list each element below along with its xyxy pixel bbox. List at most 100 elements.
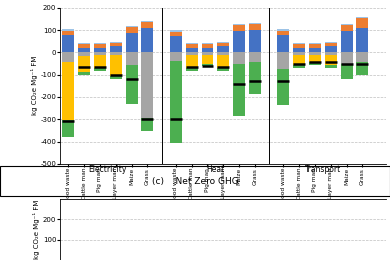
Bar — [249, 23, 261, 24]
Bar — [126, 65, 138, 104]
Bar — [170, 61, 182, 143]
Bar — [309, 44, 321, 48]
Bar — [202, 63, 213, 66]
Y-axis label: kg CO₂e Mg⁻¹ FM: kg CO₂e Mg⁻¹ FM — [30, 56, 37, 115]
Bar — [202, 55, 213, 63]
Bar — [110, 55, 122, 76]
Bar — [293, 48, 305, 52]
Bar — [325, 55, 337, 65]
Bar — [62, 62, 74, 120]
Bar — [233, 31, 245, 52]
Bar — [325, 46, 337, 52]
Bar — [94, 68, 106, 71]
Bar — [309, 55, 321, 62]
Bar — [356, 18, 368, 28]
Bar — [277, 30, 289, 35]
Bar — [126, 52, 138, 65]
Bar — [186, 43, 198, 44]
Bar — [186, 44, 198, 48]
Bar — [340, 24, 353, 25]
Bar — [293, 65, 305, 68]
Bar — [110, 42, 122, 43]
Bar — [62, 52, 74, 62]
Bar — [277, 69, 289, 105]
Bar — [233, 52, 245, 63]
Bar — [325, 43, 337, 46]
Bar — [62, 29, 74, 30]
Bar — [293, 43, 305, 44]
Bar — [110, 76, 122, 79]
Bar — [340, 31, 353, 52]
Bar — [356, 17, 368, 18]
Bar — [217, 46, 229, 52]
Bar — [186, 55, 198, 68]
Bar — [249, 24, 261, 30]
Bar — [78, 43, 90, 44]
Bar — [78, 52, 90, 56]
Bar — [233, 25, 245, 31]
Bar — [356, 28, 368, 52]
Bar — [217, 42, 229, 43]
Bar — [277, 52, 289, 69]
Bar — [217, 55, 229, 68]
Bar — [78, 56, 90, 73]
Bar — [94, 43, 106, 44]
Bar — [356, 62, 368, 75]
Bar — [142, 21, 153, 22]
Bar — [309, 48, 321, 52]
Bar — [340, 25, 353, 31]
Bar — [186, 68, 198, 71]
Bar — [78, 73, 90, 75]
Bar — [170, 32, 182, 36]
Text: (c)    Net Zero GHG: (c) Net Zero GHG — [152, 177, 238, 186]
Bar — [325, 65, 337, 68]
Bar — [78, 48, 90, 52]
Bar — [142, 28, 153, 52]
Bar — [293, 44, 305, 48]
Bar — [110, 43, 122, 46]
Bar — [186, 52, 198, 55]
Bar — [202, 44, 213, 48]
Bar — [325, 42, 337, 43]
Bar — [309, 52, 321, 55]
Bar — [94, 52, 106, 55]
Bar — [170, 52, 182, 61]
Bar — [217, 43, 229, 46]
Bar — [293, 55, 305, 65]
Bar — [78, 44, 90, 48]
Bar — [186, 48, 198, 52]
Bar — [233, 24, 245, 25]
Bar — [142, 118, 153, 132]
Bar — [202, 48, 213, 52]
Text: Electricity: Electricity — [89, 165, 127, 174]
Bar — [62, 120, 74, 137]
Bar — [249, 62, 261, 94]
Bar — [249, 30, 261, 52]
Bar — [356, 52, 368, 62]
Bar — [217, 68, 229, 71]
Text: Heat: Heat — [206, 165, 225, 174]
Bar — [217, 52, 229, 55]
Bar — [233, 63, 245, 116]
Bar — [110, 46, 122, 52]
Bar — [126, 26, 138, 27]
Bar — [94, 44, 106, 48]
Y-axis label: kg CO₂e Mg⁻¹ FM: kg CO₂e Mg⁻¹ FM — [33, 200, 40, 259]
Bar — [277, 29, 289, 30]
Bar — [325, 52, 337, 55]
Bar — [340, 63, 353, 79]
Bar — [202, 52, 213, 55]
Bar — [249, 52, 261, 62]
Bar — [277, 35, 289, 52]
Bar — [62, 35, 74, 52]
Bar — [126, 34, 138, 52]
Bar — [309, 43, 321, 44]
Bar — [309, 62, 321, 65]
Bar — [202, 43, 213, 44]
Bar — [62, 30, 74, 35]
Bar — [170, 30, 182, 32]
Bar — [126, 27, 138, 34]
Bar — [142, 22, 153, 28]
Bar — [170, 36, 182, 52]
Bar — [94, 55, 106, 68]
